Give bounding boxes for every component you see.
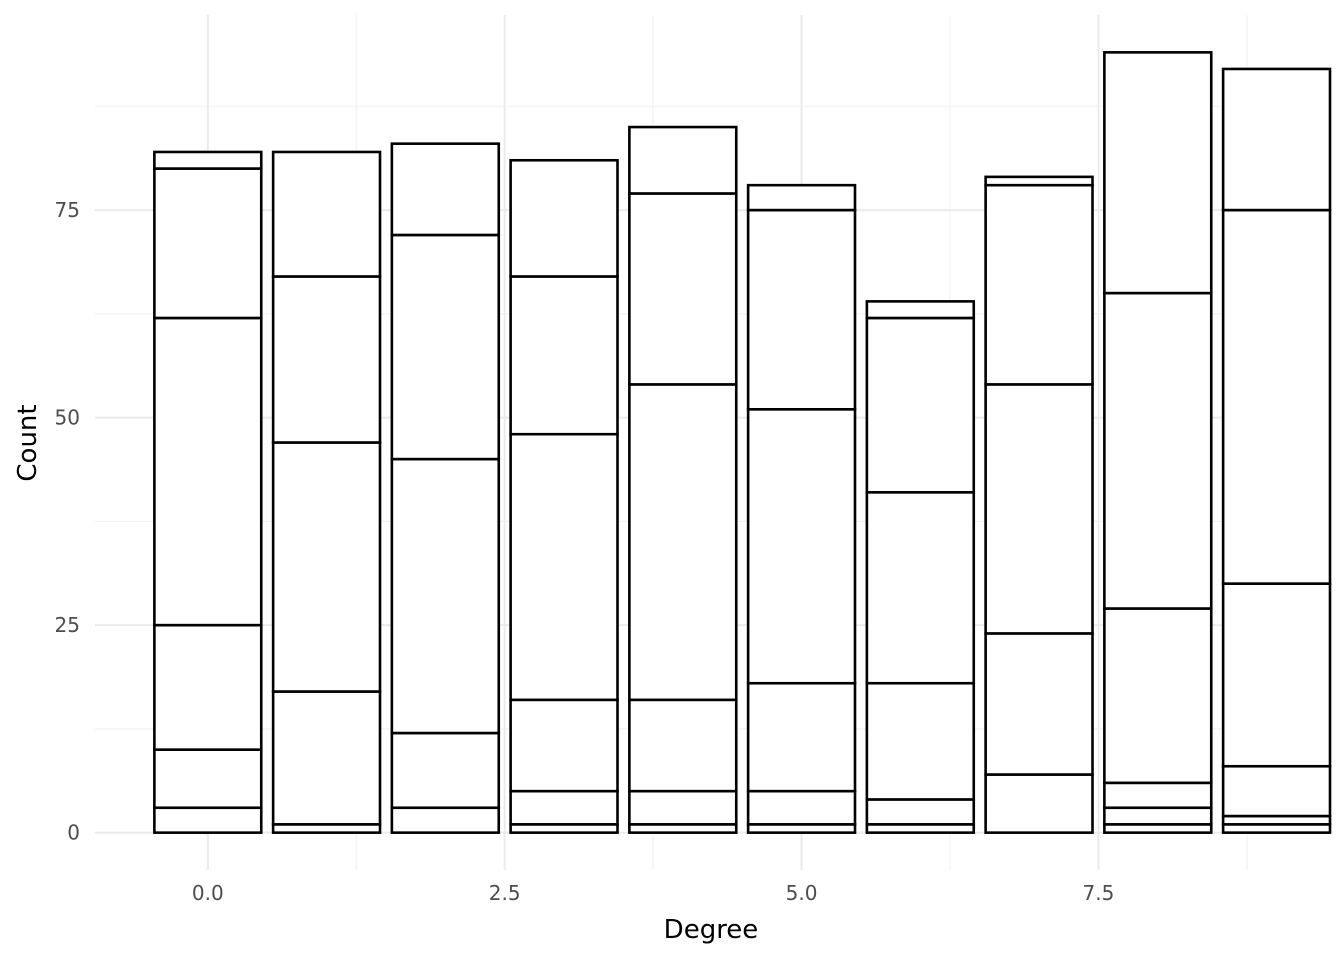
bar-segment (628, 698, 738, 793)
bar-0 (153, 150, 263, 834)
bar-segment (271, 150, 382, 278)
bar-segment (984, 632, 1094, 776)
y-tick-label: 25 (55, 613, 80, 637)
bar-segment (509, 432, 619, 702)
bar-1 (271, 150, 382, 834)
bar-4 (628, 125, 738, 834)
y-axis-ticks: 0 25 50 75 (55, 198, 80, 845)
bar-segment (1221, 67, 1332, 212)
bar-segment (746, 407, 857, 685)
bar-segment (390, 142, 501, 237)
bar-segment (271, 690, 382, 826)
bar-3 (509, 158, 619, 834)
x-tick-label: 7.5 (1083, 881, 1115, 905)
y-tick-label: 0 (67, 821, 80, 845)
bar-segment (865, 681, 976, 801)
y-axis-title: Count (13, 404, 43, 481)
bar-segment (746, 208, 857, 411)
bar-segment (509, 789, 619, 826)
bar-8 (1103, 51, 1213, 834)
x-axis-ticks: 0.0 2.5 5.0 7.5 (192, 881, 1114, 905)
x-tick-label: 0.0 (192, 881, 224, 905)
bar-segment (153, 167, 263, 320)
bar-segment (271, 441, 382, 693)
bar-segment (1221, 582, 1332, 768)
bar-segment (153, 150, 263, 170)
bar-segment (153, 316, 263, 627)
bar-segment (628, 789, 738, 826)
bar-segment (1103, 607, 1213, 785)
bar-segment (1221, 764, 1332, 818)
x-tick-label: 5.0 (786, 881, 818, 905)
bar-7 (984, 175, 1094, 834)
bar-9 (1221, 67, 1332, 834)
bar-segment (390, 233, 501, 461)
bar-segment (1103, 781, 1213, 810)
y-tick-label: 50 (55, 406, 80, 430)
bar-segment (746, 681, 857, 793)
bar-segment (1103, 51, 1213, 295)
bar-segment (865, 798, 976, 826)
bar-segment (153, 748, 263, 810)
x-axis-title: Degree (664, 915, 759, 945)
bar-5 (746, 183, 857, 834)
bar-segment (509, 698, 619, 793)
bar-segment (746, 789, 857, 826)
y-tick-label: 75 (55, 198, 80, 222)
bar-segment (984, 183, 1094, 386)
bar-segment (1103, 806, 1213, 826)
bar-segment (865, 491, 976, 685)
bar-segment (628, 383, 738, 702)
bar-segment (271, 275, 382, 444)
bar-segment (390, 457, 501, 735)
bar-segment (390, 731, 501, 810)
x-tick-label: 2.5 (489, 881, 521, 905)
bar-segment (509, 158, 619, 278)
bar-segment (153, 806, 263, 834)
bar-segment (865, 316, 976, 494)
bar-2 (390, 142, 501, 834)
bar-segment (1103, 291, 1213, 610)
bar-segment (865, 300, 976, 320)
bar-segment (984, 175, 1094, 187)
bar-segment (1221, 208, 1332, 585)
bar-6 (865, 300, 976, 834)
bar-segment (153, 623, 263, 751)
bar-segment (746, 183, 857, 212)
bar-segment (390, 806, 501, 834)
bar-segment (984, 773, 1094, 834)
bar-segment (628, 125, 738, 195)
bar-segment (509, 275, 619, 436)
bar-segment (628, 192, 738, 386)
bars (153, 51, 1332, 834)
bar-segment (984, 383, 1094, 635)
